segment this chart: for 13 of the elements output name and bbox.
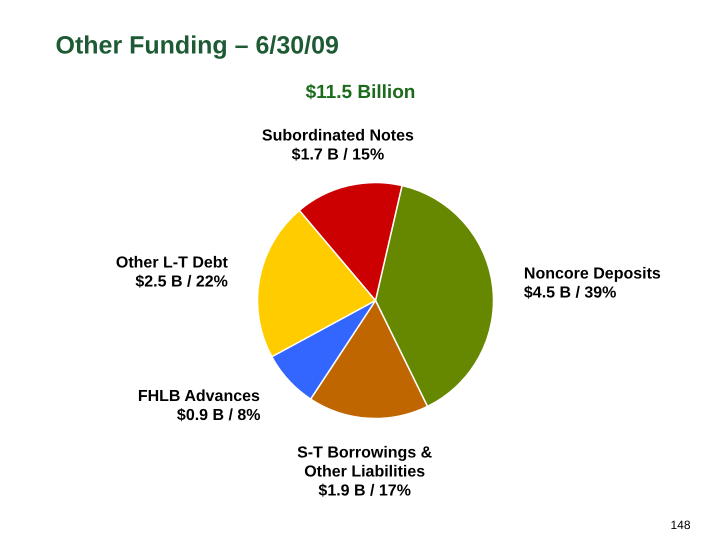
text: 148	[670, 518, 691, 532]
slice-label: Other L-T Debt	[116, 254, 229, 272]
data-label: $4.5 B / 39%	[524, 284, 616, 302]
chart-subtitle: $11.5 Billion	[306, 82, 416, 103]
chart-title: Other Funding – 6/30/09	[56, 32, 339, 60]
slice-label: Subordinated Notes	[262, 127, 414, 144]
slice-label: Noncore Deposits	[524, 265, 661, 282]
slice-label: FHLB Advances	[138, 388, 260, 406]
data-label: $0.9 B / 8%	[176, 407, 261, 424]
data-label: $2.5 B / 22%	[135, 274, 228, 291]
data-label: $1.7 B / 15%	[292, 146, 384, 164]
slice-label: S-T Borrowings & Other Liabilities	[297, 444, 433, 481]
data-label: $1.9 B / 17%	[318, 482, 411, 500]
